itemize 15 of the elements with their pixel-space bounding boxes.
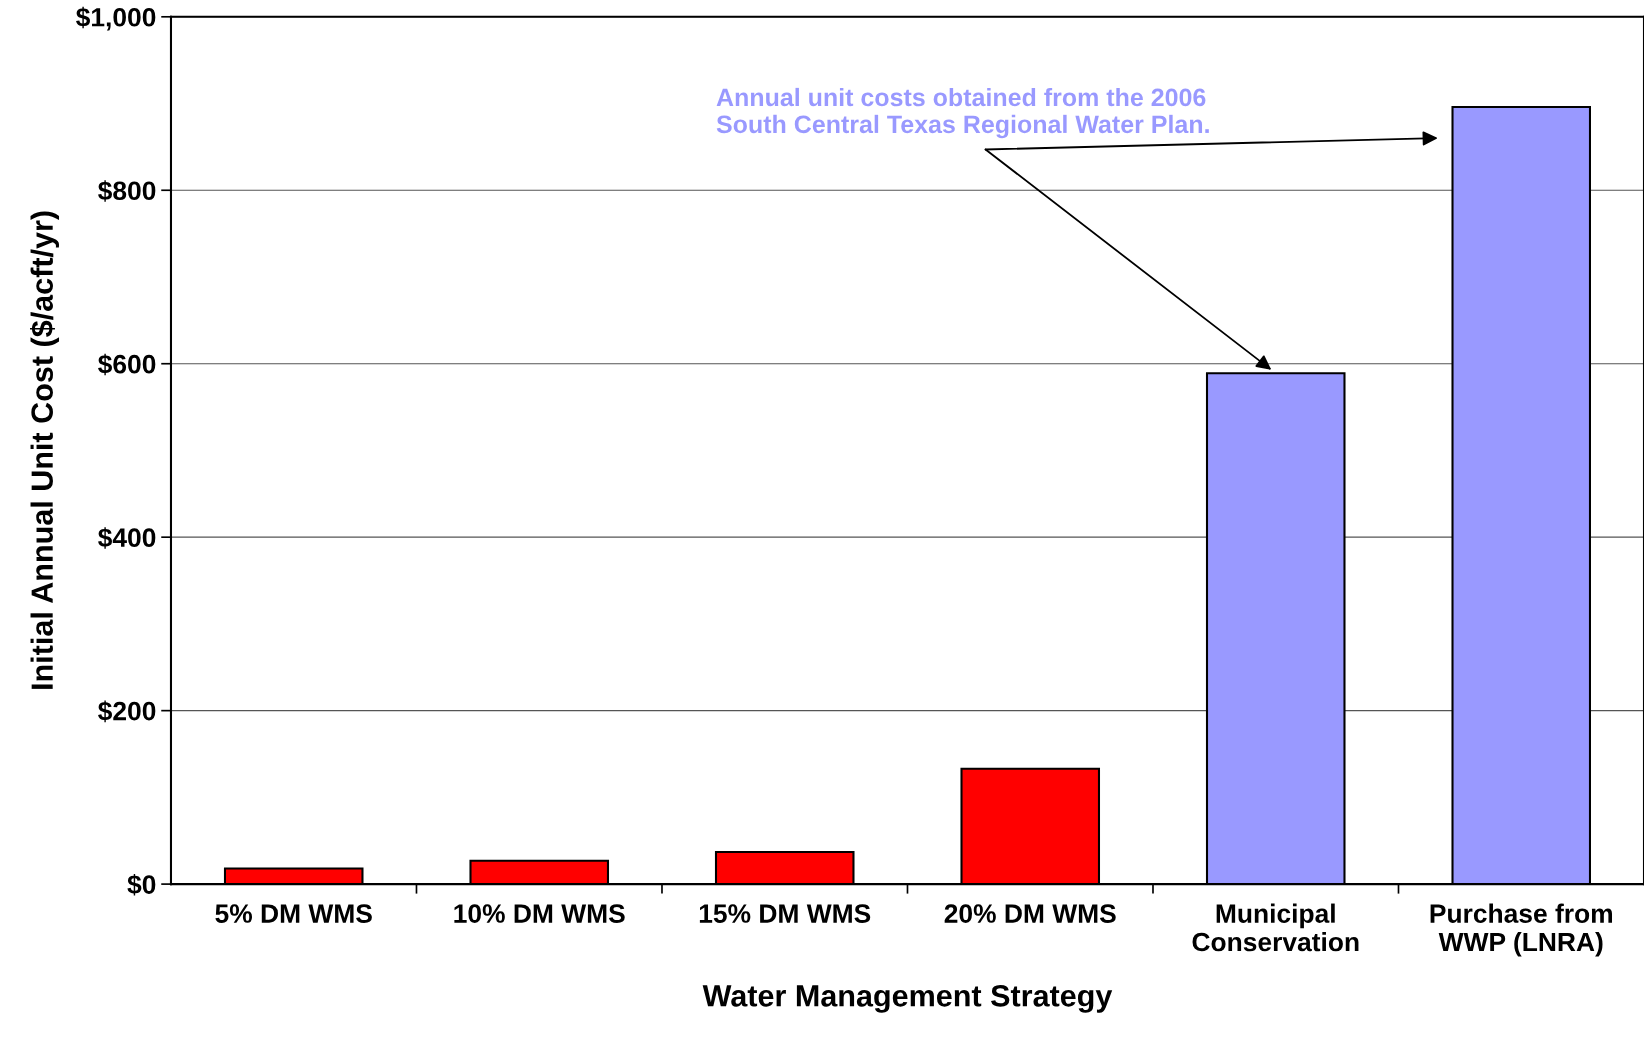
annotation: Annual unit costs obtained from the 2006 South Central Texas Regional Water Plan. [716,87,1209,139]
x-tick-label: Municipal Conservation [1192,903,1359,952]
x-tick-label: 5% DM WMS [215,904,372,923]
y-tick-label: $400 [98,527,156,549]
y-tick-label: $600 [98,353,156,376]
y-tick-label: $800 [98,180,156,202]
y-tick-label: $0 [127,874,156,896]
x-tick-label: 10% DM WMS [454,904,625,923]
x-tick-label: Purchase from WWP (LNRA) [1430,903,1613,957]
y-axis-title: Initial Annual Unit Cost ($/acft/yr) [30,211,60,689]
x-tick-label: 20% DM WMS [944,904,1116,923]
x-tick-label: 15% DM WMS [699,904,871,923]
y-tick-label: $200 [98,700,156,723]
x-axis-title: Water Management Strategy [702,985,1113,1013]
y-tick-label: $1,000 [76,6,156,31]
